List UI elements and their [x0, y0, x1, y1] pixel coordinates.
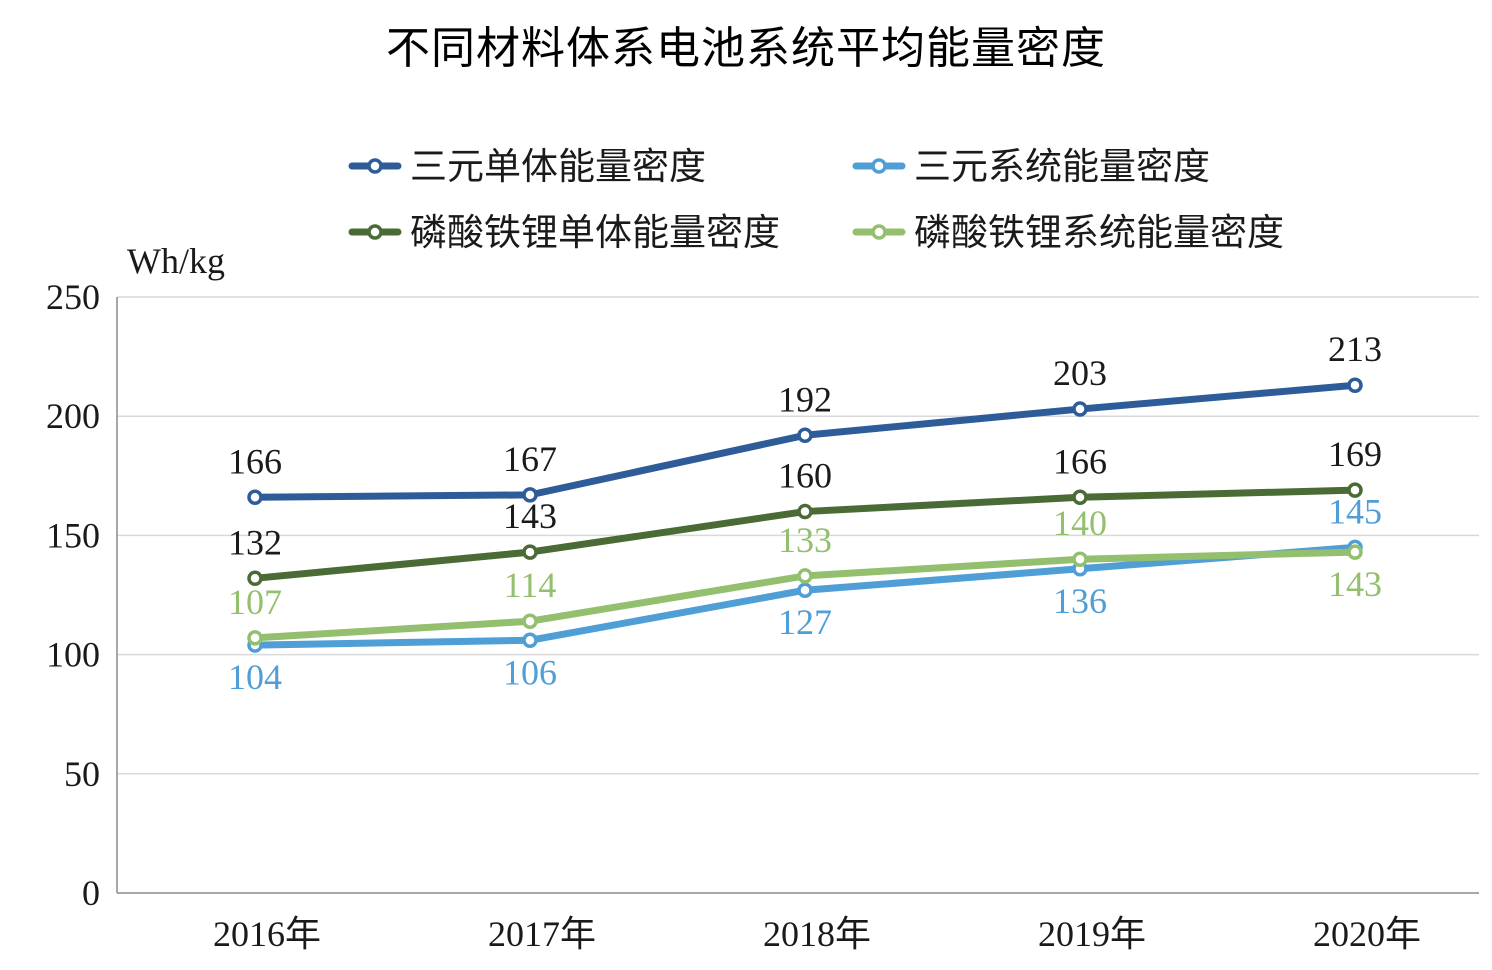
data-point — [522, 632, 538, 649]
y-tick-label: 150 — [46, 515, 100, 555]
data-label: 166 — [228, 441, 282, 481]
data-label: 127 — [778, 602, 832, 642]
data-label: 132 — [228, 522, 282, 562]
data-label: 169 — [1328, 434, 1382, 474]
legend-label: 磷酸铁锂系统能量密度 — [914, 211, 1284, 254]
y-tick-label: 100 — [46, 635, 100, 675]
data-point — [1347, 482, 1363, 498]
data-point — [797, 427, 813, 444]
legend-swatch-marker — [871, 158, 887, 174]
y-axis-unit-label: Wh/kg — [127, 241, 225, 281]
data-label: 107 — [228, 582, 282, 622]
data-label: 143 — [1328, 564, 1382, 604]
data-point — [797, 582, 813, 598]
x-tick-label: 2019年 — [1038, 914, 1146, 954]
y-tick-label: 200 — [46, 396, 100, 436]
data-point — [522, 613, 538, 629]
x-tick-label: 2017年 — [488, 914, 596, 954]
data-label: 192 — [778, 379, 832, 419]
data-point — [1347, 544, 1363, 560]
legend-swatch-marker — [871, 224, 887, 240]
x-tick-label: 2020年 — [1313, 914, 1421, 954]
legend-label: 三元单体能量密度 — [410, 145, 706, 188]
data-label: 160 — [778, 456, 832, 496]
data-point — [247, 630, 263, 646]
data-point — [247, 570, 263, 587]
x-tick-label: 2016年 — [213, 914, 321, 954]
legend-label: 磷酸铁锂单体能量密度 — [410, 211, 780, 254]
data-point — [1072, 401, 1088, 417]
data-point — [522, 544, 538, 560]
series-lines — [247, 377, 1363, 653]
data-point — [797, 503, 813, 520]
data-label: 133 — [778, 520, 832, 560]
legend-swatch-marker — [367, 158, 383, 174]
data-label: 136 — [1053, 581, 1107, 621]
data-label: 213 — [1328, 329, 1382, 369]
data-point — [522, 487, 538, 503]
data-label: 140 — [1053, 503, 1107, 543]
legend-label: 三元系统能量密度 — [914, 145, 1210, 188]
y-tick-label: 50 — [64, 754, 100, 794]
y-tick-label: 0 — [82, 873, 100, 913]
axes: 0 50 100 150 200 250 Wh/kg 2016年 2017年 2018年 2019年… — [46, 241, 1479, 954]
data-point — [1347, 377, 1363, 393]
data-label: 143 — [503, 496, 557, 536]
data-label: 104 — [228, 657, 282, 697]
data-labels: 166 167 192 203 213 104 106 127 136 145 132 143 160 1… — [228, 329, 1382, 697]
data-point — [797, 568, 813, 584]
data-point — [1072, 551, 1088, 567]
data-label: 167 — [503, 439, 557, 479]
data-point — [247, 489, 263, 506]
data-label: 166 — [1053, 441, 1107, 481]
data-label: 106 — [503, 652, 557, 692]
gridlines — [117, 296, 1479, 775]
data-label: 203 — [1053, 353, 1107, 393]
x-tick-label: 2018年 — [763, 914, 871, 954]
chart-title: 不同材料体系电池系统平均能量密度 — [386, 23, 1106, 74]
data-label: 114 — [504, 565, 557, 605]
legend-swatch-marker — [367, 224, 383, 240]
data-label: 145 — [1328, 491, 1382, 531]
data-point — [1072, 489, 1088, 506]
y-tick-label: 250 — [46, 277, 100, 317]
